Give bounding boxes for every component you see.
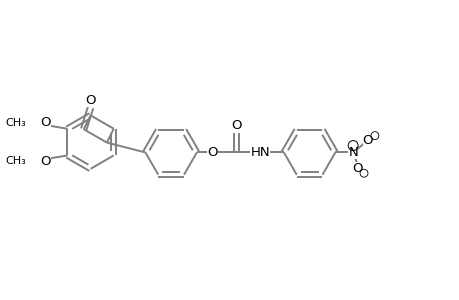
Text: O: O: [207, 146, 218, 159]
Text: O: O: [85, 94, 95, 107]
Text: HN: HN: [250, 146, 269, 159]
Text: CH₃: CH₃: [5, 118, 26, 128]
Text: N: N: [347, 146, 357, 159]
Text: O: O: [362, 134, 372, 147]
Text: CH₃: CH₃: [5, 156, 26, 167]
Text: O: O: [231, 119, 241, 132]
Text: O: O: [351, 162, 362, 175]
Text: O: O: [40, 116, 51, 129]
Text: O: O: [40, 155, 51, 168]
